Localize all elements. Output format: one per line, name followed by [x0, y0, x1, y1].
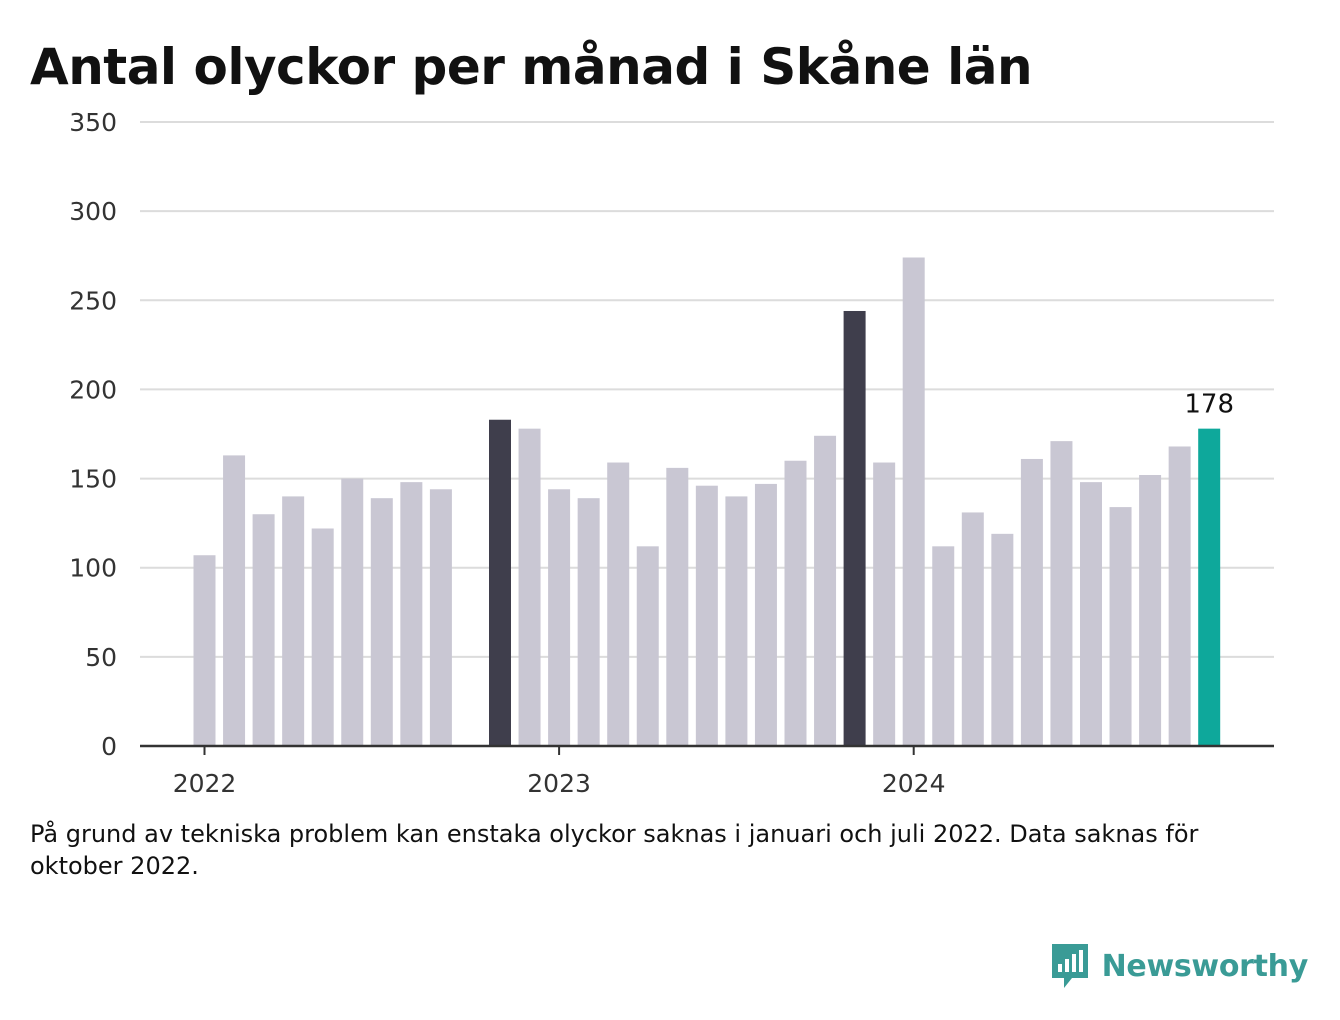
- bar-2023-03: [607, 462, 630, 746]
- bar-2022-08: [400, 482, 423, 746]
- bar-2023-12: [873, 462, 896, 746]
- x-tick-label-2023: 2023: [527, 769, 591, 798]
- bar-2023-01: [548, 489, 571, 746]
- data-labels: 178: [1184, 390, 1234, 420]
- bar-2023-10: [814, 435, 837, 746]
- bar-2024-01: [902, 257, 925, 746]
- bar-2022-06: [341, 478, 364, 746]
- bar-2024-08: [1109, 507, 1132, 746]
- x-axis: 2022 2023 2024: [140, 744, 1274, 798]
- brand-name: Newsworthy: [1101, 948, 1309, 984]
- y-tick-label-100: 100: [69, 554, 117, 583]
- bar-2024-03: [961, 512, 984, 746]
- y-tick-label-150: 150: [69, 465, 117, 494]
- newsworthy-logo-icon: [1051, 944, 1088, 988]
- bar-2023-07: [725, 496, 748, 746]
- y-tick-label-0: 0: [101, 732, 117, 761]
- bar-2023-02: [577, 498, 600, 746]
- bar-2024-07: [1080, 482, 1102, 746]
- bar-2023-04: [636, 546, 659, 746]
- y-tick-label-300: 300: [69, 197, 117, 226]
- bar-2022-05: [311, 528, 334, 746]
- bar-2022-07: [370, 498, 393, 746]
- footnote: På grund av tekniska problem kan enstaka…: [30, 820, 1199, 880]
- bar-2022-04: [282, 496, 305, 746]
- y-tick-label-50: 50: [85, 643, 117, 672]
- bar-2024-11: [1198, 428, 1221, 746]
- bar-2023-09: [784, 460, 807, 746]
- y-axis-ticks: 0 50 100 150 200 250 300 350: [69, 108, 117, 761]
- bar-2024-09: [1139, 475, 1162, 746]
- bar-2024-04: [991, 533, 1014, 746]
- x-tick-label-2024: 2024: [882, 769, 946, 798]
- chart-title: Antal olyckor per månad i Skåne län: [30, 38, 1033, 96]
- brand-logo: Newsworthy: [1050, 940, 1308, 992]
- y-tick-label-250: 250: [69, 286, 117, 315]
- bar-2023-08: [754, 483, 777, 746]
- bar-2022-09: [429, 489, 452, 746]
- bar-2024-10: [1168, 446, 1191, 746]
- bar-2024-02: [932, 546, 955, 746]
- y-tick-label-350: 350: [69, 108, 117, 137]
- bar-2024-06: [1050, 441, 1073, 746]
- y-tick-label-200: 200: [69, 375, 117, 404]
- data-label-2024-11: 178: [1184, 390, 1234, 420]
- bar-chart: 0 50 100 150 200 250 300 350 2022 2023 2024 178: [69, 108, 1274, 798]
- bar-2022-12: [518, 428, 541, 746]
- bar-2022-02: [223, 455, 246, 746]
- bars: [193, 257, 1221, 746]
- bar-2023-05: [666, 467, 689, 746]
- bar-2023-06: [695, 485, 718, 746]
- bar-2022-01: [193, 555, 216, 746]
- bar-2023-11: [843, 310, 866, 746]
- x-tick-label-2022: 2022: [173, 769, 237, 798]
- bar-2022-11: [489, 419, 511, 746]
- bar-2022-03: [252, 514, 275, 746]
- bar-2024-05: [1020, 458, 1043, 746]
